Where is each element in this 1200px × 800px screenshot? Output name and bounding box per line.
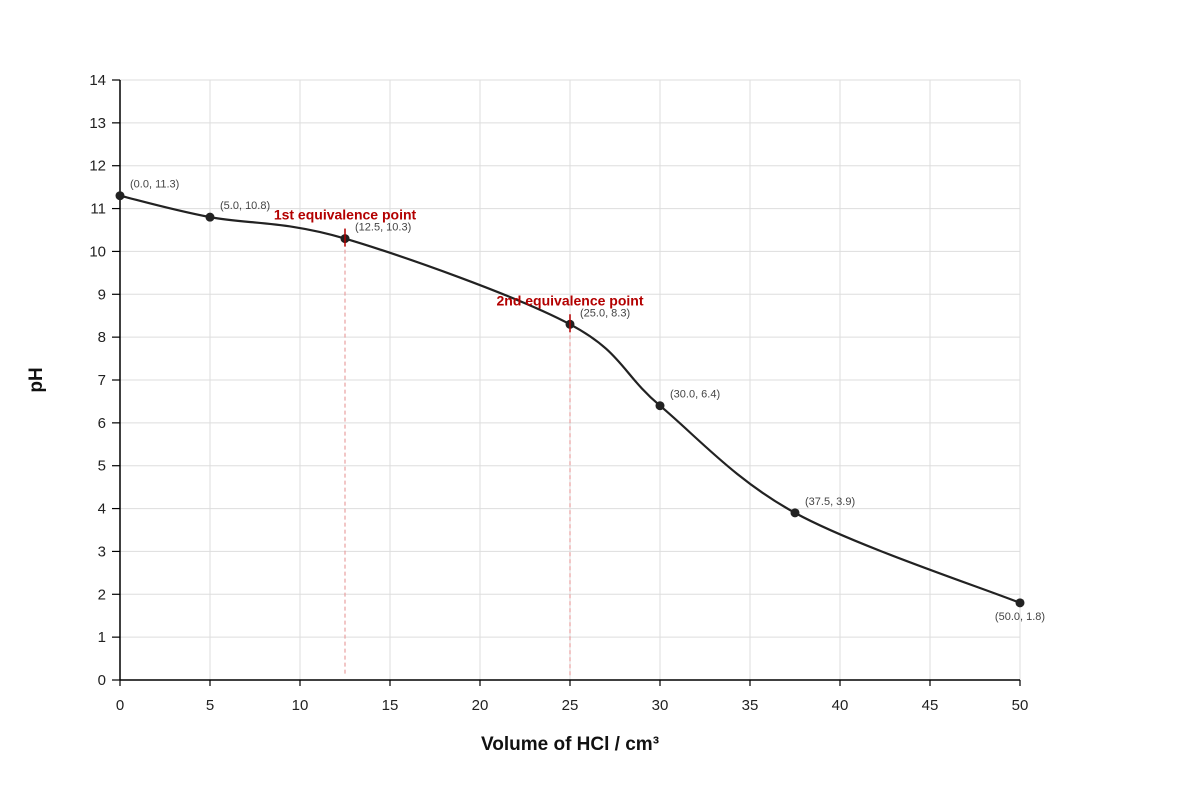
y-tick-label: 9	[98, 286, 106, 303]
data-point	[1015, 598, 1025, 608]
x-tick-label: 15	[382, 697, 399, 714]
data-point-label: (25.0, 8.3)	[580, 307, 630, 319]
y-tick-label: 14	[89, 72, 106, 89]
y-tick-label: 6	[98, 415, 106, 432]
data-point-label: (50.0, 1.8)	[995, 611, 1045, 623]
curve-layer	[119, 194, 1021, 604]
x-tick-label: 50	[1012, 697, 1029, 714]
y-tick-label: 13	[89, 115, 106, 132]
annotations: 1st equivalence point 2nd equivalence poi…	[274, 207, 644, 333]
data-point	[115, 191, 125, 201]
equivalence-annotation: 1st equivalence point	[274, 207, 417, 223]
data-point-label: (12.5, 10.3)	[355, 222, 411, 234]
y-tick-label: 7	[98, 372, 106, 389]
y-tick-label: 5	[98, 458, 106, 475]
data-point-label: (30.0, 6.4)	[670, 389, 720, 401]
y-tick-label: 12	[89, 158, 106, 175]
x-tick-label: 25	[562, 697, 579, 714]
y-tick-label: 8	[98, 329, 106, 346]
data-point-label: (5.0, 10.8)	[220, 200, 270, 212]
x-tick-label: 20	[472, 697, 489, 714]
x-tick-label: 45	[922, 697, 939, 714]
data-point	[205, 212, 215, 222]
y-tick-label: 11	[90, 201, 106, 218]
data-point	[655, 401, 665, 411]
x-tick-label: 5	[206, 697, 214, 714]
y-tick-label: 3	[98, 543, 106, 560]
data-point-label: (0.0, 11.3)	[130, 179, 179, 191]
y-tick-label: 4	[98, 501, 106, 518]
x-tick-label: 10	[292, 697, 309, 714]
y-tick-label: 10	[89, 243, 106, 260]
x-tick-label: 30	[652, 697, 669, 714]
x-tick-label: 40	[832, 697, 849, 714]
equivalence-annotation: 2nd equivalence point	[496, 292, 643, 308]
x-tick-label: 0	[116, 697, 124, 714]
data-point-label: (37.5, 3.9)	[805, 496, 855, 508]
y-tick-label: 0	[98, 672, 106, 689]
y-tick-label: 2	[98, 586, 106, 603]
x-axis-title: Volume of HCl / cm³	[481, 734, 659, 755]
data-point	[790, 508, 800, 518]
equivalence-guides	[344, 228, 571, 676]
series-line	[119, 194, 1021, 604]
y-axis-title: pH	[26, 367, 47, 392]
data-points: (0.0, 11.3) (5.0, 10.8) (12.5, 10.3) (25.0,…	[115, 179, 1045, 623]
x-tick-label: 35	[742, 697, 759, 714]
y-tick-label: 1	[98, 629, 106, 646]
